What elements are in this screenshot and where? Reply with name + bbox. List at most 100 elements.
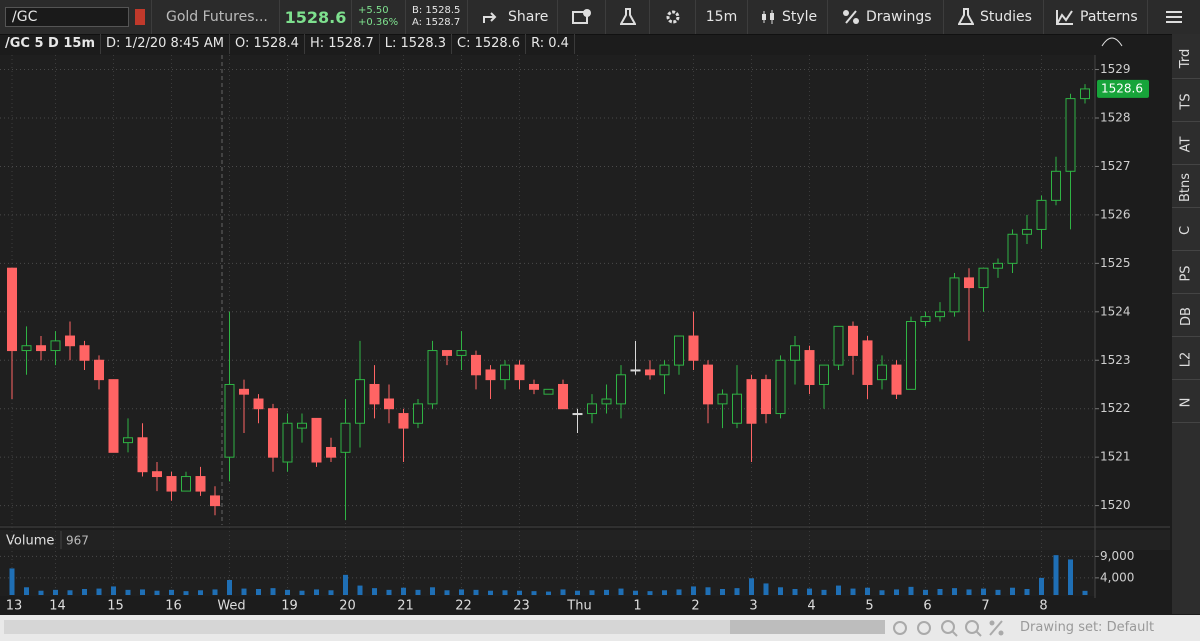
side-tab[interactable]: DB: [1172, 296, 1200, 337]
flask-icon: [619, 8, 636, 25]
candle-body: [471, 354, 481, 376]
zoom-tools[interactable]: [890, 618, 1010, 638]
candle-body: [935, 311, 945, 318]
volume-bar: [241, 588, 247, 595]
candle-body: [1022, 228, 1032, 235]
x-tick-label: 23: [513, 599, 530, 614]
side-tab[interactable]: Trd: [1172, 38, 1200, 79]
y-tick-label: 1525: [1100, 256, 1131, 270]
candle-body: [1036, 199, 1047, 230]
interval-button[interactable]: 15m: [696, 0, 748, 34]
candle-body: [442, 350, 452, 356]
side-tabs: Trd TS AT Btns C PS DB L2 N: [1172, 34, 1200, 614]
volume-bar: [807, 588, 812, 595]
volume-bar: [647, 591, 653, 595]
volume-bar: [24, 587, 29, 595]
volume-bar: [923, 589, 928, 595]
patterns-icon: [1056, 10, 1073, 25]
volume-bar: [1082, 590, 1088, 595]
x-tick-label: 2: [691, 599, 699, 614]
settings-button[interactable]: [650, 0, 696, 34]
candle-body: [137, 437, 148, 473]
candle-body: [239, 388, 249, 395]
volume-header: [0, 530, 1170, 550]
side-tab[interactable]: AT: [1172, 124, 1200, 165]
side-tab[interactable]: PS: [1172, 253, 1200, 294]
header-field: O: 1528.4: [230, 34, 305, 54]
drawings-button[interactable]: Drawings: [828, 0, 944, 34]
volume-bar: [908, 586, 914, 595]
candle-body: [645, 369, 655, 376]
candle-body: [616, 374, 626, 405]
candle-body: [384, 398, 394, 410]
menu-button[interactable]: [1148, 0, 1200, 34]
candle-body: [761, 379, 771, 415]
candle-body: [123, 437, 133, 444]
scrollbar-track[interactable]: [4, 620, 884, 634]
flask-button[interactable]: [606, 0, 650, 34]
volume-bar: [140, 589, 145, 595]
candle-body: [717, 393, 728, 405]
studies-button[interactable]: Studies: [944, 0, 1044, 34]
symbol-input[interactable]: /GC: [5, 7, 129, 27]
candle-body: [819, 364, 829, 385]
share-button[interactable]: Share: [468, 0, 558, 34]
volume-bar: [995, 589, 1001, 595]
candle-body: [529, 383, 539, 390]
change: +5.50 +0.36%: [352, 0, 406, 34]
candle-body: [659, 364, 670, 376]
volume-bar: [691, 586, 696, 595]
candle-body: [79, 345, 90, 361]
candle-body: [253, 398, 264, 410]
volume-bar: [604, 589, 609, 595]
candle-body: [833, 325, 844, 366]
x-tick-label: 19: [281, 599, 298, 614]
y-tick-label: 1528: [1100, 110, 1131, 124]
candle-body: [181, 476, 191, 492]
candle-body: [355, 379, 365, 424]
candle-body: [1065, 98, 1076, 172]
symbol-box[interactable]: /GC: [2, 0, 152, 34]
style-button[interactable]: Style: [748, 0, 828, 34]
change-text: +5.50: [358, 5, 389, 16]
volume-bar: [531, 591, 537, 595]
side-tab[interactable]: Btns: [1172, 167, 1200, 208]
x-tick-label: 13: [6, 599, 23, 614]
scrollbar-thumb[interactable]: [730, 620, 885, 634]
volume-bar: [430, 587, 435, 595]
description: Gold Futures...: [152, 0, 280, 34]
x-tick-label: 1: [633, 599, 641, 614]
chart-header: /GC 5 D 15m D: 1/2/20 8:45 AM O: 1528.4 H: …: [0, 34, 1095, 54]
side-tab[interactable]: TS: [1172, 81, 1200, 122]
link-flag[interactable]: [135, 9, 145, 25]
volume-bar: [328, 590, 334, 595]
candle-body: [891, 364, 902, 395]
patterns-button[interactable]: Patterns: [1044, 0, 1148, 34]
volume-bar: [198, 590, 203, 595]
candle-body: [398, 413, 409, 429]
side-tab-label: DB: [1178, 306, 1194, 326]
volume-bar: [1053, 555, 1059, 595]
side-tab[interactable]: N: [1172, 382, 1200, 423]
candle-body: [1080, 88, 1090, 100]
volume-bar: [1010, 587, 1015, 595]
menu-icon: [1166, 11, 1182, 23]
volume-bar: [633, 590, 638, 595]
side-tab[interactable]: C: [1172, 210, 1200, 251]
candle-body: [268, 408, 278, 458]
volume-bar: [386, 589, 392, 595]
candle-body: [152, 471, 162, 478]
drawing-set[interactable]: Drawing set: Default: [1020, 620, 1155, 635]
candle-body: [732, 393, 742, 424]
candle-body: [630, 369, 641, 372]
volume-bar: [618, 588, 624, 595]
x-tick-label: 22: [455, 599, 472, 614]
volume-bar: [415, 589, 421, 595]
side-tab[interactable]: L2: [1172, 339, 1200, 380]
volume-bar: [546, 591, 551, 595]
alert-button[interactable]: [558, 0, 606, 34]
candle-body: [746, 379, 757, 424]
volume-bar: [676, 589, 682, 595]
